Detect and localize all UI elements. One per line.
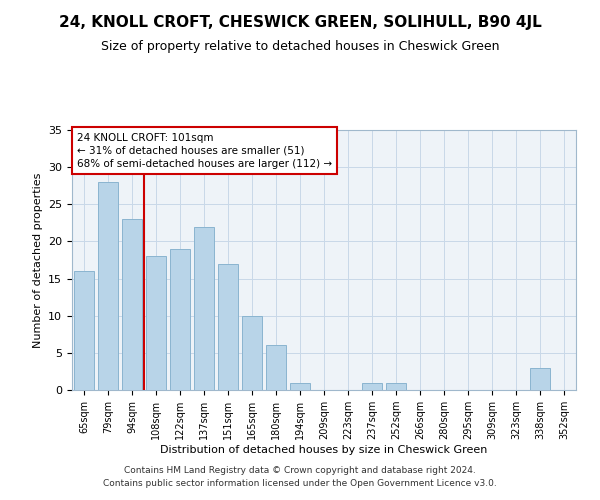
- Y-axis label: Number of detached properties: Number of detached properties: [32, 172, 43, 348]
- Bar: [170, 249, 190, 390]
- Bar: [242, 316, 262, 390]
- Bar: [266, 346, 286, 390]
- Bar: [74, 271, 94, 390]
- Bar: [98, 182, 118, 390]
- Bar: [530, 368, 550, 390]
- Text: 24, KNOLL CROFT, CHESWICK GREEN, SOLIHULL, B90 4JL: 24, KNOLL CROFT, CHESWICK GREEN, SOLIHUL…: [59, 15, 541, 30]
- X-axis label: Distribution of detached houses by size in Cheswick Green: Distribution of detached houses by size …: [160, 445, 488, 455]
- Bar: [146, 256, 166, 390]
- Bar: [218, 264, 238, 390]
- Bar: [122, 219, 142, 390]
- Text: Contains HM Land Registry data © Crown copyright and database right 2024.
Contai: Contains HM Land Registry data © Crown c…: [103, 466, 497, 487]
- Bar: [386, 382, 406, 390]
- Bar: [194, 226, 214, 390]
- Text: Size of property relative to detached houses in Cheswick Green: Size of property relative to detached ho…: [101, 40, 499, 53]
- Bar: [290, 382, 310, 390]
- Bar: [362, 382, 382, 390]
- Text: 24 KNOLL CROFT: 101sqm
← 31% of detached houses are smaller (51)
68% of semi-det: 24 KNOLL CROFT: 101sqm ← 31% of detached…: [77, 132, 332, 169]
